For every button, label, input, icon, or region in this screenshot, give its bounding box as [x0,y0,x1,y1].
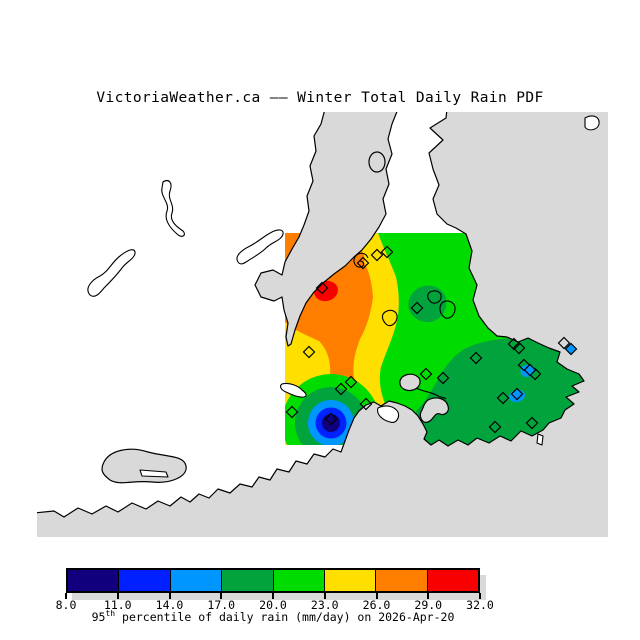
colorbar-tick [168,593,171,599]
sea-saanich-inlet [254,112,398,347]
island-top-right [584,115,600,131]
contour-17-20-se [395,337,601,445]
station-diamond [324,412,338,426]
lake-west [87,249,136,297]
sea-victoria-harbour [419,397,449,423]
lake-outlines [87,180,456,400]
station-diamond [315,281,329,295]
station-markers [285,245,578,434]
colorbar-tick-label: 29.0 [414,598,443,612]
land-overlays [139,115,600,478]
colorbar-tick-label: 23.0 [310,598,339,612]
station-diamond [469,351,483,365]
land-langford-lakes [280,382,307,398]
sea-layer [37,112,608,537]
colorbar-tick-label: 32.0 [466,598,494,612]
lake-prospect-1 [427,290,442,304]
colorbar-segment-11.0 [119,570,171,591]
station-diamond [370,248,384,262]
station-diamond [285,405,299,419]
colorbar-tick [323,593,326,599]
colorbar-tick-label: 14.0 [155,598,184,612]
colorbar-tick [427,593,430,599]
sea-sooke-basin [101,448,187,484]
colorbar-tick [65,593,67,599]
station-diamond [436,371,450,385]
gorge-waterway [415,387,447,400]
colorbar-tick-label: 17.0 [207,598,236,612]
colorbar-tick-label: 20.0 [259,598,287,612]
colorbar-tick-label: 26.0 [362,598,391,612]
map-svg [37,112,608,537]
station-diamond [302,345,316,359]
station-diamond [334,382,348,396]
colorbar-segment-14.0 [170,570,223,591]
colorbar-tick [220,593,223,599]
colorbar-tick [479,593,481,599]
station-diamond [517,358,531,372]
island-southeast [536,433,544,446]
caption-superscript: th [105,609,116,618]
colorbar-tick [375,593,378,599]
colorbar-labels: 8.0 11.0 14.0 17.0 20.0 23.0 26.0 29.0 32.0 [0,598,640,612]
colorbar-tick-label: 11.0 [103,598,132,612]
station-diamond [359,397,373,411]
contour-dot [461,371,467,377]
colorbar-segment-8.0 [68,570,120,591]
colorbar-segment-29.0 [427,570,478,591]
land-whiffin-spit [139,469,169,478]
sea-portage-inlet [399,373,421,392]
station-diamond [507,337,521,351]
caption-rest: percentile of daily rain (mm/day) on 202… [115,609,455,624]
bullseye-8-11 [322,414,340,432]
coast-squally-curl [353,252,369,268]
station-diamond [380,245,394,259]
sea-strait [37,112,608,537]
map-canvas [37,112,608,537]
station-diamond [557,336,571,350]
station-diamond [419,367,433,381]
land-esquimalt [377,405,400,423]
colorbar-caption: 95th percentile of daily rain (mm/day) o… [66,609,480,624]
colorbar-segment-23.0 [324,570,377,591]
station-diamond [510,387,524,401]
station-diamond [525,416,539,430]
station-diamond [496,391,510,405]
colorbar-segment-20.0 [273,570,325,591]
station-diamond [344,375,358,389]
colorbar-ticks [65,593,481,599]
station-diamond [410,301,424,315]
lake-prospect-2 [439,300,456,319]
lake-shawnigan [161,180,185,237]
colorbar-segment-17.0 [222,570,274,591]
station-diamond [512,341,526,355]
lake-sooke [236,229,284,265]
caption-prefix: 95 [91,609,106,624]
colorbar-segment-26.0 [376,570,428,591]
station-diamond-filled [523,363,537,377]
colorbar-tick [272,593,274,599]
station-diamond [356,256,370,270]
colorbar [66,568,480,593]
sea-brentwood-bay [368,151,386,173]
lake-elk [381,309,398,327]
page-title: VictoriaWeather.ca —— Winter Total Daily… [96,90,544,106]
station-diamond-filled [564,342,578,356]
station-diamond [488,420,502,434]
colorbar-tick-label: 8.0 [55,598,77,612]
colorbar-tick [116,593,119,599]
